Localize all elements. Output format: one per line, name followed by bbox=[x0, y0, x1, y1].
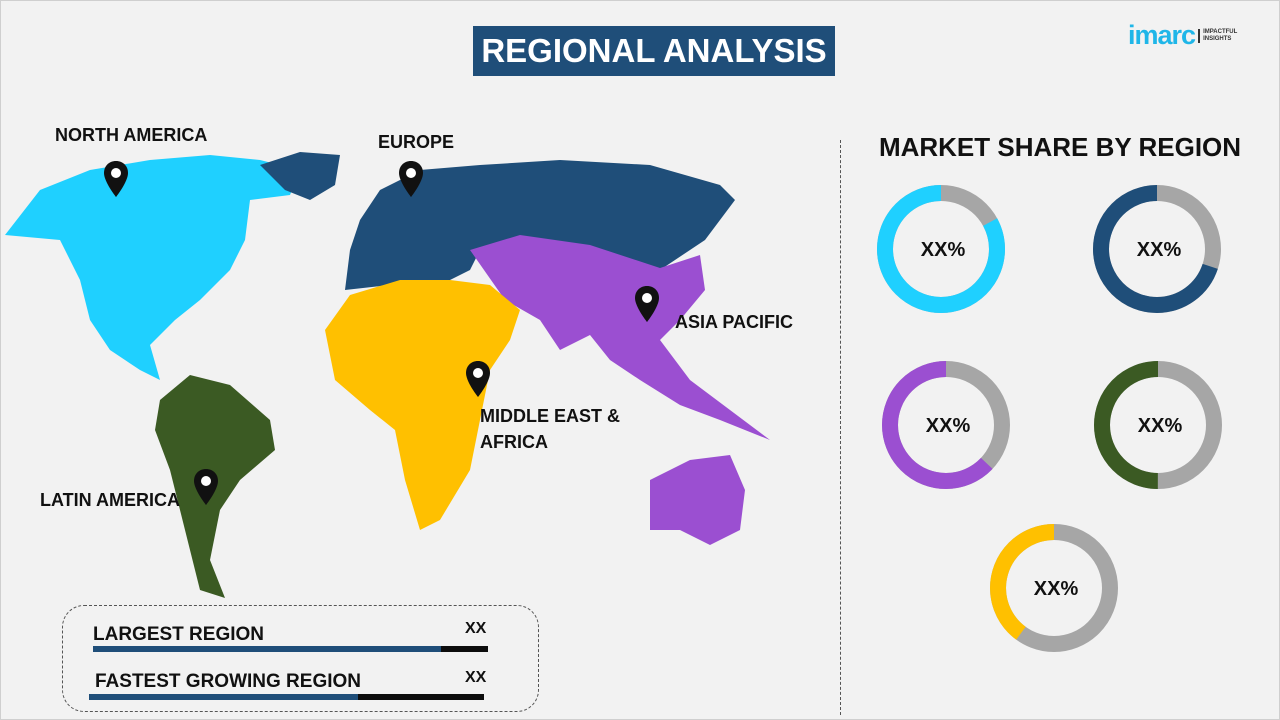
label-north-america: NORTH AMERICA bbox=[55, 125, 208, 145]
map-pin-icon bbox=[193, 468, 219, 511]
logo-tagline: IMPACTFUL INSIGHTS bbox=[1198, 28, 1237, 43]
region-north-america bbox=[5, 155, 300, 380]
donut-label: XX% bbox=[921, 239, 966, 261]
donut-chart: XX% bbox=[877, 185, 1005, 318]
page-title: REGIONAL ANALYSIS bbox=[473, 26, 835, 76]
stats-panel: LARGEST REGION XX FASTEST GROWING REGION… bbox=[62, 605, 539, 712]
donut-label: XX% bbox=[926, 415, 971, 437]
region-australia bbox=[650, 455, 745, 545]
chart-title: MARKET SHARE BY REGION bbox=[878, 132, 1242, 162]
map-pin-icon bbox=[634, 285, 660, 328]
region-asia-pacific bbox=[470, 235, 770, 440]
map-pin-icon bbox=[103, 160, 129, 203]
label-middle-east-africa: MIDDLE EAST & AFRICA bbox=[480, 406, 621, 452]
donut-chart: XX% bbox=[1093, 185, 1221, 318]
donut-share-slice bbox=[990, 524, 1118, 652]
map-pin-icon bbox=[398, 160, 424, 203]
fastest-growing-value: XX bbox=[465, 669, 487, 686]
largest-region-label: LARGEST REGION bbox=[93, 624, 265, 645]
world-map bbox=[5, 152, 770, 598]
donut-share-slice bbox=[1093, 185, 1221, 313]
donut-share-slice bbox=[1094, 361, 1222, 489]
donut-chart: XX% bbox=[1094, 361, 1222, 494]
label-europe: EUROPE bbox=[378, 132, 455, 152]
logo-brand: imarc bbox=[1128, 20, 1196, 50]
label-latin-america: LATIN AMERICA bbox=[40, 490, 180, 510]
largest-region-value: XX bbox=[465, 620, 487, 637]
donut-label: XX% bbox=[1137, 239, 1182, 261]
region-greenland bbox=[260, 152, 340, 200]
section-divider bbox=[840, 140, 841, 715]
region-middle-east-africa bbox=[325, 280, 520, 530]
imarc-logo: imarc IMPACTFUL INSIGHTS bbox=[1128, 20, 1237, 51]
map-pin-icon bbox=[465, 360, 491, 403]
donut-share-slice bbox=[882, 361, 1010, 489]
fastest-growing-label: FASTEST GROWING REGION bbox=[95, 671, 362, 692]
donut-label: XX% bbox=[1034, 578, 1079, 600]
donut-chart: XX% bbox=[990, 524, 1118, 657]
label-asia-pacific: ASIA PACIFIC bbox=[675, 312, 794, 332]
largest-region-bar bbox=[93, 646, 488, 652]
donut-share-slice bbox=[877, 185, 1005, 313]
donut-label: XX% bbox=[1138, 415, 1183, 437]
donut-chart: XX% bbox=[882, 361, 1010, 494]
region-europe bbox=[345, 160, 735, 290]
fastest-growing-bar bbox=[89, 694, 484, 700]
